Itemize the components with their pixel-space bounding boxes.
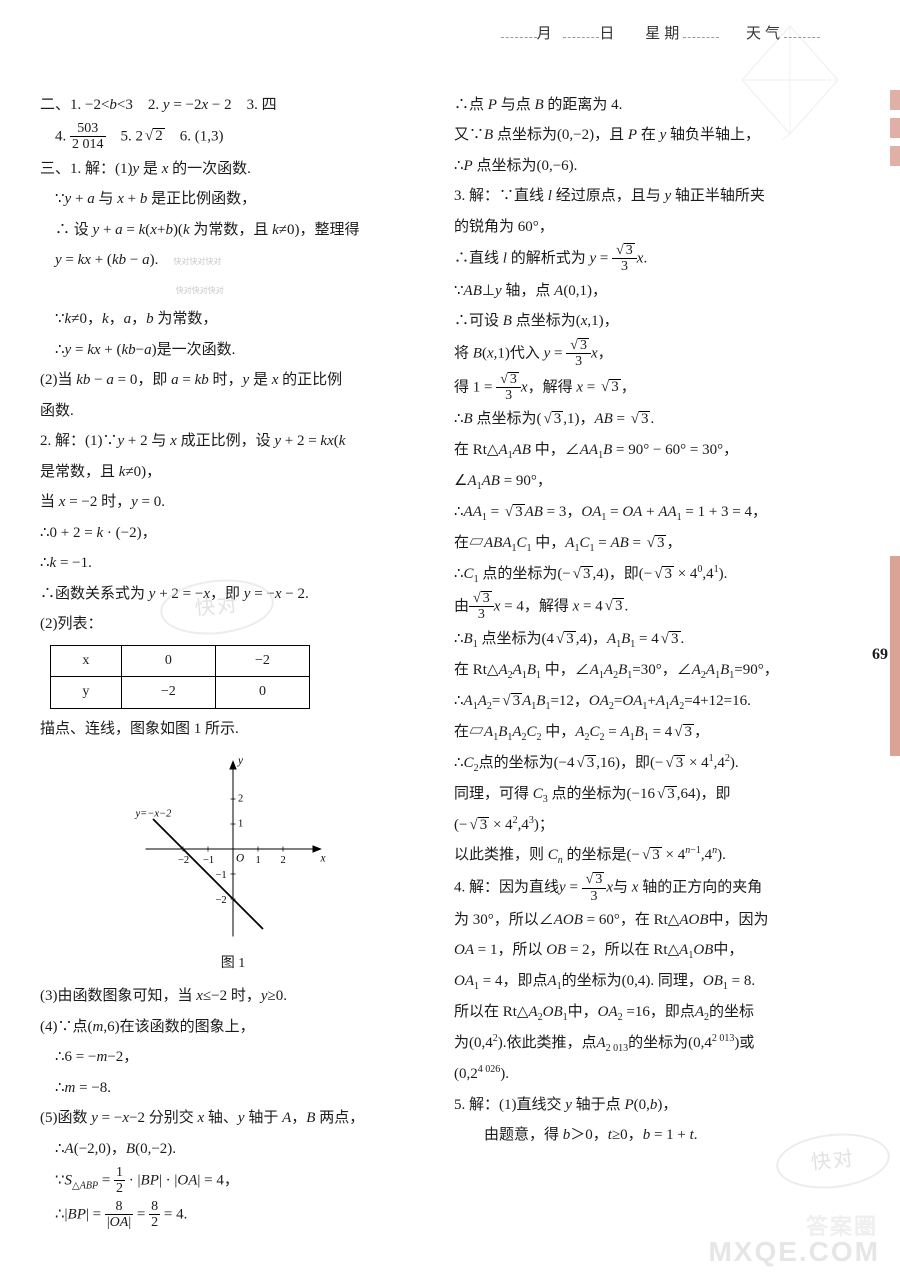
- text-line: ∴B 点坐标为(3,1)，AB = 3.: [454, 405, 840, 434]
- table-cell: x: [51, 645, 122, 677]
- text-line: ∴0 + 2 = k · (−2)，: [40, 519, 426, 548]
- value-table: x 0 −2 y −2 0: [50, 645, 310, 709]
- text-line: ∴P 点坐标为(0,−6).: [454, 152, 840, 181]
- text-line: 二、1. −2<b<3 2. y = −2x − 2 3. 四: [40, 91, 426, 120]
- text-line: 由题意，得 b＞0，t≥0，b = 1 + t.: [454, 1121, 840, 1150]
- page: 月 日 星期 天气 二、1. −2<b<3 2. y = −2x − 2 3. …: [0, 0, 900, 1288]
- svg-text:x: x: [320, 853, 326, 865]
- text-line: 在 Rt△A2A1B1 中，∠A1A2B1=30°，∠A2A1B1=90°，: [454, 656, 840, 685]
- text-line: ∴点 P 与点 B 的距离为 4.: [454, 91, 840, 120]
- right-column: ∴点 P 与点 B 的距离为 4. 又∵B 点坐标为(0,−2)，且 P 在 y…: [454, 89, 840, 1233]
- text-line: 由33x = 4，解得 x = 43.: [454, 591, 840, 623]
- text-line: 同理，可得 C3 点的坐标为(−163,64)，即: [454, 780, 840, 809]
- text-line: 为(0,42).依此类推，点A2 013的坐标为(0,42 013)或: [454, 1029, 840, 1058]
- text-line: ∴A1A2=3A1B1=12，OA2=OA1+A1A2=4+12=16.: [454, 687, 840, 716]
- text-line: (2)列表：: [40, 610, 426, 639]
- graph-caption: 图 1: [40, 951, 426, 978]
- text-line: 描点、连线，图象如图 1 所示.: [40, 715, 426, 744]
- text-line: OA = 1，所以 OB = 2，所以在 Rt△A1OB中，: [454, 936, 840, 965]
- svg-text:y=−x−2: y=−x−2: [135, 809, 173, 820]
- table-cell: −2: [121, 677, 215, 709]
- text-line: 又∵B 点坐标为(0,−2)，且 P 在 y 轴负半轴上，: [454, 121, 840, 150]
- text-line: ∴C2点的坐标为(−43,16)，即(−3 × 41,42).: [454, 749, 840, 778]
- text-line: (4)∵点(m,6)在该函数的图象上，: [40, 1013, 426, 1042]
- text-line: OA1 = 4，即点A1的坐标为(0,4). 同理，OB1 = 8.: [454, 967, 840, 996]
- text-line: 以此类推，则 Cn 的坐标是(−3 × 4n−1,4n).: [454, 841, 840, 870]
- text-line: ∴y = kx + (kb−a)是一次函数.: [40, 336, 426, 365]
- diary-header: 月 日 星期 天气: [40, 20, 840, 49]
- text-line: ∴函数关系式为 y + 2 = −x，即 y = −x − 2.: [40, 580, 426, 609]
- text-line: 在▱ABA1C1 中，A1C1 = AB = 3，: [454, 529, 840, 558]
- footer-watermark-bottom: MXQE.COM: [708, 1225, 880, 1278]
- text-line: ∵k≠0，k，a，b 为常数，: [40, 305, 426, 334]
- text-line: ∴直线 l 的解析式为 y = 33x.: [454, 243, 840, 275]
- svg-text:2: 2: [281, 855, 286, 866]
- text-line: ∴|BP| = 8|OA| = 82 = 4.: [40, 1199, 426, 1231]
- graph-figure: x y O −2 −1 1 2 −2 −1 1 2 y=−x−2: [123, 749, 343, 949]
- svg-text:−1: −1: [203, 855, 214, 866]
- svg-text:O: O: [236, 853, 244, 865]
- content-columns: 二、1. −2<b<3 2. y = −2x − 2 3. 四 4. 5032 …: [40, 89, 840, 1233]
- table-row: x 0 −2: [51, 645, 310, 677]
- text-line: 函数.: [40, 397, 426, 426]
- text-line: 3. 解：∵直线 l 经过原点，且与 y 轴正半轴所夹: [454, 182, 840, 211]
- text-line: ∠A1AB = 90°，: [454, 467, 840, 496]
- text-line: ∴C1 点的坐标为(−3,4)，即(−3 × 40,41).: [454, 560, 840, 589]
- header-month: 月: [537, 26, 556, 42]
- header-day: 日: [599, 26, 618, 42]
- header-weather: 天气: [746, 26, 784, 42]
- text-line: 在 Rt△A1AB 中，∠AA1B = 90° − 60° = 30°，: [454, 436, 840, 465]
- text-line: ∴m = −8.: [40, 1074, 426, 1103]
- text-line: ∴A(−2,0)，B(0,−2).: [40, 1135, 426, 1164]
- text-line: (2)当 kb − a = 0，即 a = kb 时，y 是 x 的正比例: [40, 366, 426, 395]
- svg-text:−2: −2: [216, 895, 227, 906]
- table-cell: 0: [215, 677, 309, 709]
- text-line: 得 1 = 33x，解得 x = 3，: [454, 372, 840, 404]
- text-line: ∴B1 点坐标为(43,4)，A1B1 = 43.: [454, 625, 840, 654]
- text-line: ∴ 设 y + a = k(x+b)(k 为常数，且 k≠0)，整理得: [40, 216, 426, 245]
- text-line: y = kx + (kb − a). 快对快对快对y = kx + (kb − …: [40, 246, 426, 303]
- text-line: 当 x = −2 时，y = 0.: [40, 488, 426, 517]
- svg-text:−1: −1: [216, 870, 227, 881]
- text-line: 2. 解：(1)∵y + 2 与 x 成正比例，设 y + 2 = kx(k: [40, 427, 426, 456]
- text-line: ∴k = −1.: [40, 549, 426, 578]
- text-line: 4. 5032 014 5. 22 6. (1,3): [40, 121, 426, 153]
- svg-text:2: 2: [238, 794, 243, 805]
- text-line: (−3 × 42,43)；: [454, 811, 840, 840]
- left-column: 二、1. −2<b<3 2. y = −2x − 2 3. 四 4. 5032 …: [40, 89, 426, 1233]
- side-tabs: [890, 90, 900, 764]
- watermark-tiny: 快对快对快对: [173, 257, 221, 266]
- text-line: 是常数，且 k≠0)，: [40, 458, 426, 487]
- text-line: (0,24 026).: [454, 1060, 840, 1089]
- svg-text:−2: −2: [178, 855, 189, 866]
- table-row: y −2 0: [51, 677, 310, 709]
- text-line: 为 30°，所以∠AOB = 60°，在 Rt△AOB中，因为: [454, 906, 840, 935]
- svg-text:1: 1: [256, 855, 261, 866]
- text-line: (5)函数 y = −x−2 分别交 x 轴、y 轴于 A，B 两点，: [40, 1104, 426, 1133]
- text-line: 将 B(x,1)代入 y = 33x，: [454, 338, 840, 370]
- text-line: ∴6 = −m−2，: [40, 1043, 426, 1072]
- text-line: (3)由函数图象可知，当 x≤−2 时，y≥0.: [40, 982, 426, 1011]
- text-line: ∵AB⊥y 轴，点 A(0,1)，: [454, 277, 840, 306]
- text-line: 所以在 Rt△A2OB1中，OA2 =16，即点A2的坐标: [454, 998, 840, 1027]
- text-line: 在▱A1B1A2C2 中，A2C2 = A1B1 = 43，: [454, 718, 840, 747]
- text-line: ∴可设 B 点坐标为(x,1)，: [454, 307, 840, 336]
- text-line: ∵S△ABP = 12 · |BP| · |OA| = 4，: [40, 1165, 426, 1197]
- text-line: 的锐角为 60°，: [454, 213, 840, 242]
- text-line: 三、1. 解：(1)y 是 x 的一次函数.: [40, 155, 426, 184]
- text-line: ∴AA1 = 3AB = 3，OA1 = OA + AA1 = 1 + 3 = …: [454, 498, 840, 527]
- svg-text:1: 1: [238, 819, 243, 830]
- table-cell: y: [51, 677, 122, 709]
- text-line: ∵y + a 与 x + b 是正比例函数，: [40, 185, 426, 214]
- svg-text:y: y: [237, 755, 243, 767]
- text-line: 5. 解：(1)直线交 y 轴于点 P(0,b)，: [454, 1091, 840, 1120]
- table-cell: 0: [121, 645, 215, 677]
- text-line: 4. 解：因为直线y = 33x与 x 轴的正方向的夹角: [454, 872, 840, 904]
- header-weekday: 星期: [645, 26, 683, 42]
- table-cell: −2: [215, 645, 309, 677]
- page-number: 69: [872, 640, 888, 670]
